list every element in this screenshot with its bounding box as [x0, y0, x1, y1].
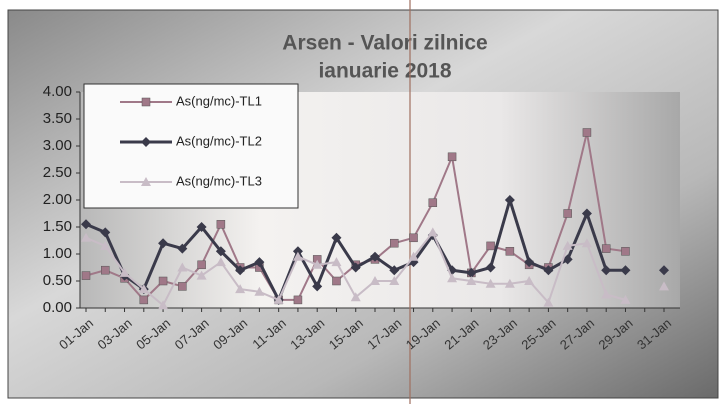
- y-tick-label: 2.00: [43, 191, 72, 208]
- marker: [581, 238, 592, 248]
- marker: [543, 297, 554, 307]
- marker: [370, 251, 380, 262]
- marker: [215, 257, 226, 267]
- legend: As(ng/mc)-TL1 As(ng/mc)-TL2 As(ng/mc)-TL3: [83, 83, 299, 209]
- marker: [390, 238, 399, 248]
- marker: [543, 265, 554, 276]
- marker: [427, 227, 438, 237]
- y-tick-label: 1.00: [43, 245, 72, 262]
- chart-subtitle: ianuarie 2018: [318, 60, 451, 83]
- marker: [466, 276, 477, 285]
- marker: [273, 294, 284, 304]
- marker: [216, 220, 226, 229]
- marker: [620, 265, 631, 276]
- marker: [389, 265, 400, 276]
- marker: [331, 257, 342, 267]
- marker: [332, 276, 341, 286]
- marker: [158, 300, 169, 310]
- marker: [101, 265, 110, 275]
- marker: [196, 270, 207, 280]
- marker: [524, 257, 535, 268]
- marker: [81, 271, 91, 280]
- legend-label: As(ng/mc)-TL3: [176, 173, 262, 188]
- marker: [601, 265, 612, 276]
- marker: [504, 195, 515, 205]
- marker: [562, 254, 573, 265]
- marker: [601, 289, 612, 299]
- marker: [196, 222, 207, 232]
- marker: [408, 251, 419, 261]
- marker: [178, 282, 187, 291]
- marker: [562, 240, 573, 250]
- marker: [563, 209, 572, 218]
- marker: [138, 284, 149, 294]
- y-tick-label: 3.00: [43, 137, 72, 154]
- marker: [141, 177, 151, 186]
- marker: [601, 244, 611, 253]
- legend-label: As(ng/mc)-TL1: [176, 93, 262, 108]
- y-tick-label: 3.50: [43, 110, 72, 127]
- marker: [659, 265, 669, 276]
- marker: [292, 251, 303, 261]
- marker: [504, 278, 515, 288]
- marker: [81, 219, 91, 230]
- marker: [620, 294, 631, 304]
- marker: [158, 276, 168, 286]
- marker: [235, 284, 246, 294]
- marker: [485, 262, 496, 273]
- marker: [409, 233, 418, 243]
- marker: [447, 273, 458, 283]
- marker: [254, 257, 265, 268]
- y-tick-label: 2.50: [43, 164, 72, 181]
- marker: [141, 137, 151, 147]
- marker: [621, 247, 630, 256]
- marker: [254, 286, 265, 296]
- marker: [139, 295, 149, 305]
- legend-label: As(ng/mc)-TL2: [176, 133, 262, 148]
- marker: [158, 238, 169, 249]
- y-tick-label: 0.50: [43, 272, 72, 289]
- marker: [370, 276, 380, 285]
- chart-title: Arsen - Valori zilnice: [282, 32, 487, 55]
- marker: [292, 246, 303, 257]
- marker: [485, 278, 496, 288]
- marker: [659, 281, 669, 291]
- marker: [100, 227, 111, 238]
- marker: [466, 267, 477, 278]
- y-tick-label: 1.50: [43, 218, 72, 235]
- marker: [428, 198, 438, 207]
- y-tick-label: 4.00: [43, 83, 72, 100]
- y-tick-label: 0.00: [43, 299, 72, 316]
- marker: [486, 241, 495, 251]
- marker: [197, 260, 206, 270]
- marker: [312, 259, 323, 269]
- marker: [312, 281, 323, 292]
- marker: [331, 232, 342, 243]
- marker: [350, 262, 361, 273]
- marker: [447, 152, 457, 162]
- marker: [235, 265, 246, 276]
- marker: [505, 247, 515, 256]
- marker: [215, 246, 226, 257]
- marker: [582, 128, 592, 137]
- marker: [389, 276, 400, 285]
- legend-box: [83, 83, 299, 209]
- marker: [177, 262, 188, 272]
- marker: [81, 232, 91, 242]
- marker: [350, 292, 361, 302]
- marker: [141, 97, 151, 107]
- marker: [581, 208, 592, 219]
- marker: [100, 240, 111, 250]
- marker: [293, 295, 303, 305]
- marker: [119, 267, 130, 277]
- marker: [177, 243, 188, 254]
- marker: [524, 276, 535, 285]
